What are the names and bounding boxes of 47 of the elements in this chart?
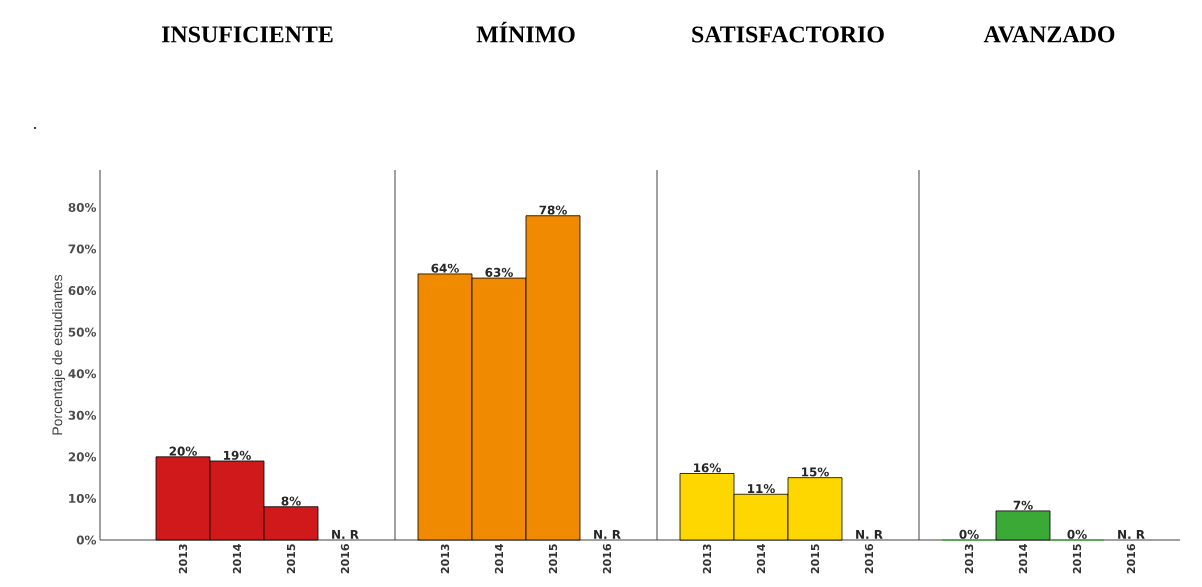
x-tick-label: 2014 (232, 544, 242, 574)
x-tick-label: 2013 (440, 544, 450, 574)
chart-title: INSUFICIENTE (161, 26, 333, 43)
text: . (34, 127, 36, 129)
x-tick-label: 2016 (340, 544, 350, 574)
text: N. R (594, 530, 621, 539)
y-tick-label: 10% (69, 493, 97, 503)
data-label: 78% (539, 205, 567, 215)
x-tick-label: 2016 (864, 544, 874, 574)
x-tick-label: 2014 (756, 544, 766, 574)
x-tick-label: 2014 (1018, 544, 1028, 574)
text: N. R (1118, 530, 1145, 539)
chart-title: SATISFACTORIO (692, 26, 884, 43)
data-label: 0% (959, 529, 979, 539)
data-label: 15% (802, 467, 829, 477)
data-label: 63% (485, 267, 513, 277)
y-tick-label: 0% (76, 535, 97, 545)
text: N. R (332, 530, 359, 539)
y-tick-label: 50% (68, 327, 97, 337)
data-label: 0% (1067, 529, 1087, 539)
x-tick-label: 2016 (602, 544, 612, 574)
x-tick-label: 2015 (286, 544, 296, 574)
y-tick-label: 20% (68, 452, 97, 462)
x-tick-label: 2014 (494, 544, 504, 574)
data-label: 8% (281, 496, 301, 506)
text: N. R (856, 530, 883, 539)
data-label: 11% (748, 484, 775, 494)
data-label: 7% (1013, 500, 1033, 510)
data-label: 16% (694, 463, 721, 473)
y-tick-label: 70% (68, 244, 97, 254)
y-tick-label: 40% (68, 369, 97, 379)
y-tick-label: 60% (68, 286, 97, 296)
chart-title: MÍNIMO (476, 21, 575, 43)
y-tick-label: 80% (68, 202, 97, 212)
x-tick-label: 2013 (964, 544, 974, 574)
x-tick-label: 2013 (702, 544, 712, 574)
x-tick-label: 2015 (810, 544, 820, 574)
data-label: 64% (431, 263, 459, 273)
data-label: 19% (224, 450, 251, 460)
y-tick-label: 30% (68, 410, 97, 420)
x-tick-label: 2015 (548, 544, 558, 574)
x-tick-label: 2015 (1072, 544, 1082, 574)
x-tick-label: 2013 (178, 544, 188, 574)
data-label: 20% (169, 446, 197, 456)
chart-title: AVANZADO (983, 26, 1115, 43)
x-tick-label: 2016 (1126, 544, 1136, 574)
y-axis-title: Porcentaje de estudiantes (52, 274, 66, 435)
